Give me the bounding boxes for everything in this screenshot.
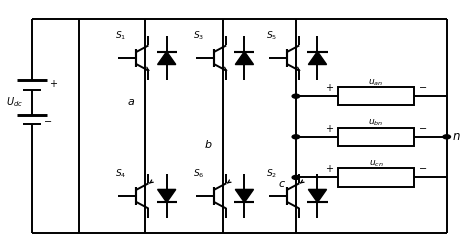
Text: +: + — [325, 83, 333, 93]
FancyBboxPatch shape — [338, 87, 414, 105]
Polygon shape — [157, 189, 176, 202]
Polygon shape — [235, 189, 254, 202]
Text: $U_{dc}$: $U_{dc}$ — [6, 95, 23, 109]
Polygon shape — [309, 189, 327, 202]
Text: $b$: $b$ — [204, 138, 212, 150]
Polygon shape — [235, 52, 254, 64]
Polygon shape — [157, 52, 176, 64]
Text: $S_5$: $S_5$ — [266, 30, 277, 42]
Text: $u_{bn}$: $u_{bn}$ — [368, 118, 383, 128]
Text: +: + — [49, 79, 57, 89]
FancyBboxPatch shape — [338, 127, 414, 146]
Text: −: − — [419, 124, 428, 133]
Text: $u_{cn}$: $u_{cn}$ — [369, 158, 383, 169]
Circle shape — [443, 135, 450, 139]
Text: +: + — [325, 124, 333, 133]
Text: $S_3$: $S_3$ — [193, 30, 204, 42]
Text: +: + — [325, 164, 333, 174]
Text: −: − — [419, 164, 428, 174]
Text: $u_{an}$: $u_{an}$ — [368, 77, 383, 88]
Text: $a$: $a$ — [127, 97, 135, 107]
Text: −: − — [419, 83, 428, 93]
Text: $n$: $n$ — [452, 130, 461, 143]
Text: $S_4$: $S_4$ — [115, 168, 127, 180]
Circle shape — [292, 94, 300, 98]
Text: $S_2$: $S_2$ — [266, 168, 277, 180]
Text: −: − — [44, 117, 52, 127]
Text: $S_6$: $S_6$ — [193, 168, 204, 180]
FancyBboxPatch shape — [338, 168, 414, 187]
Circle shape — [292, 135, 300, 139]
Polygon shape — [309, 52, 327, 64]
Text: $S_1$: $S_1$ — [115, 30, 127, 42]
Text: $c$: $c$ — [278, 179, 285, 189]
Circle shape — [292, 176, 300, 180]
